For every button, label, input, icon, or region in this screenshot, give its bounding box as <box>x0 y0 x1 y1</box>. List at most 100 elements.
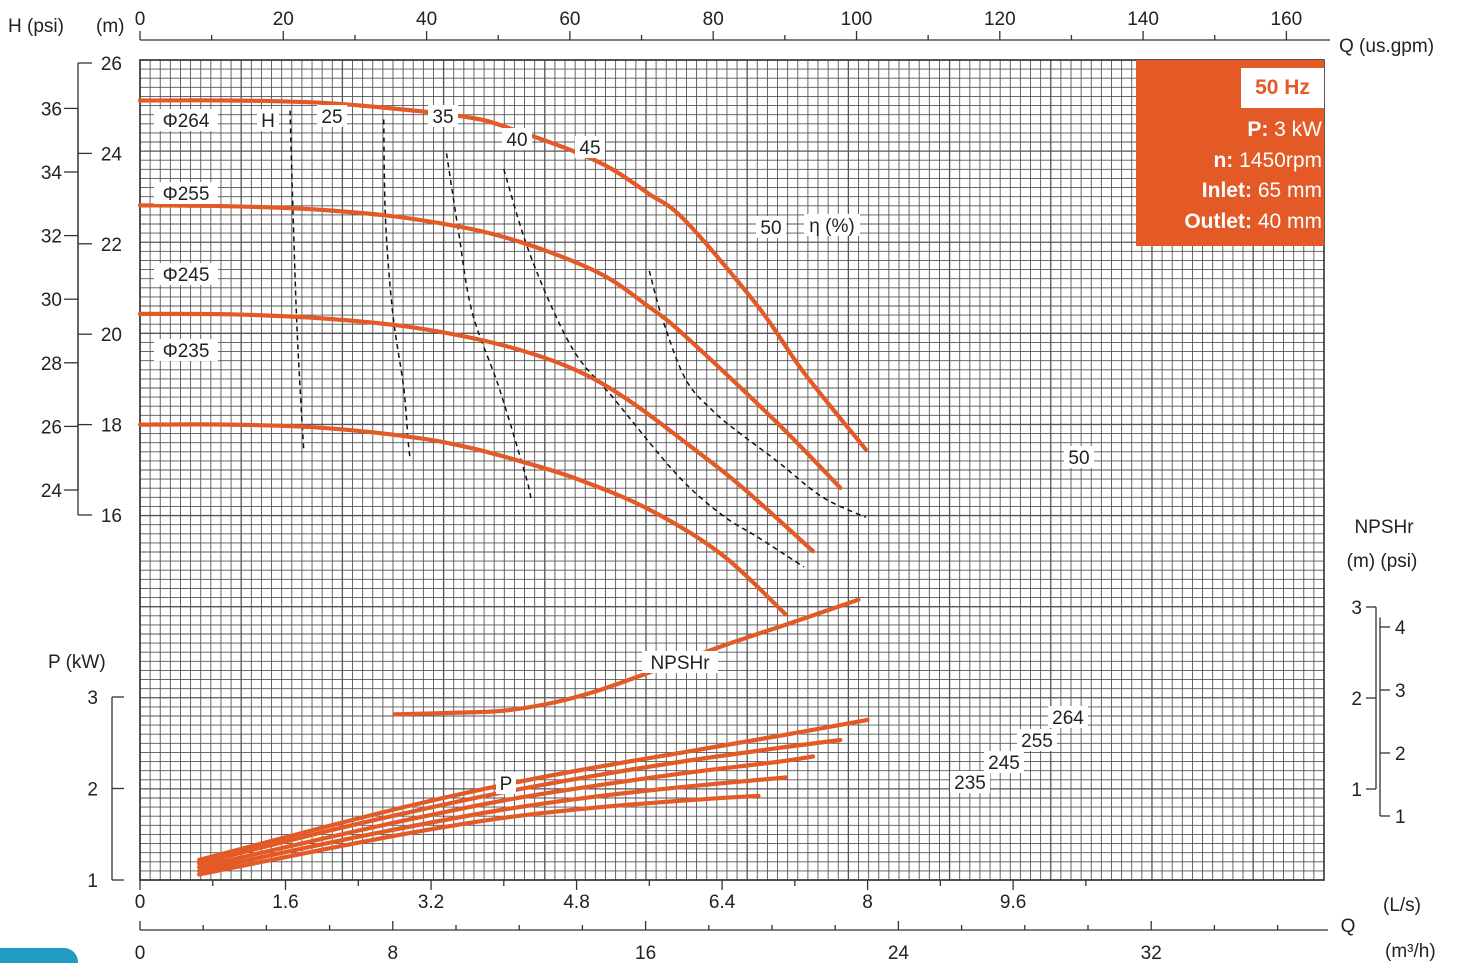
head-curve-letter: H <box>261 111 275 132</box>
head-curve-Φ264 <box>137 98 868 452</box>
head-psi-tick-label: 26 <box>41 417 62 438</box>
spec-key: n: <box>1213 149 1234 172</box>
efficiency-curve-25 <box>289 110 305 450</box>
chart-labels: 25 35 40 45 50 50 η (%) Φ264 Φ255 Φ245 Φ235 H NPSHr 2… <box>154 105 1094 795</box>
head-psi-tick-label: 36 <box>41 99 62 120</box>
gpm-tick-label: 20 <box>273 9 294 30</box>
spec-value: 1450rpm <box>1239 149 1322 172</box>
power-label-264: 264 <box>1052 708 1084 729</box>
gpm-tick-label: 0 <box>135 9 146 30</box>
gpm-tick-label: 40 <box>416 9 437 30</box>
head-curve-Φ235 <box>137 422 788 617</box>
efficiency-label-25: 25 <box>321 107 342 128</box>
head-label-Φ255: Φ255 <box>163 184 210 205</box>
efficiency-curves <box>289 110 867 568</box>
power-curve-245 <box>197 754 816 870</box>
npshr-curve <box>392 597 861 717</box>
npshr-psi-tick-label: 2 <box>1395 744 1406 765</box>
corner-tab <box>0 948 78 963</box>
spec-value: 65 mm <box>1257 179 1322 202</box>
head-label-Φ245: Φ245 <box>163 265 210 286</box>
head-m-tick-label: 24 <box>101 144 123 165</box>
head-curve-Φ255 <box>137 203 843 490</box>
ls-tick-label: 8 <box>862 892 873 913</box>
head-psi-tick-label: 34 <box>41 163 63 184</box>
power-label-255: 255 <box>1021 731 1053 752</box>
efficiency-label-35: 35 <box>432 107 453 128</box>
head-curve-Φ245 <box>137 311 816 554</box>
label-background <box>496 772 516 794</box>
power-tick-label: 3 <box>87 688 98 709</box>
spec-row-power: P: 3 kW <box>1247 118 1322 142</box>
head-m-tick-label: 22 <box>101 235 122 256</box>
q-axis-letter: Q <box>1341 916 1356 937</box>
spec-row-outlet: Outlet: 40 mm <box>1184 210 1322 234</box>
efficiency-curve-50 <box>648 270 867 518</box>
label-background <box>154 339 218 361</box>
npshr-psi-tick-label: 1 <box>1395 807 1406 828</box>
head-label-Φ235: Φ235 <box>163 341 210 362</box>
ls-tick-label: 1.6 <box>272 892 298 913</box>
m3h-axis-label: (m³/h) <box>1385 941 1436 962</box>
head-m-tick-label: 26 <box>101 54 122 75</box>
ls-tick-label: 0 <box>135 892 146 913</box>
spec-row-inlet: Inlet: 65 mm <box>1202 179 1322 203</box>
npshr-curve-label: NPSHr <box>650 653 710 674</box>
label-background <box>154 109 218 131</box>
head-psi-axis-label: H (psi) <box>8 16 64 37</box>
gpm-tick-label: 80 <box>703 9 724 30</box>
m3h-tick-label: 8 <box>388 943 399 963</box>
label-background <box>756 216 786 238</box>
efficiency-label-50-end: 50 <box>1068 448 1089 469</box>
power-curve-235 <box>197 775 788 873</box>
label-background <box>1064 446 1094 468</box>
power-label-245: 245 <box>988 753 1020 774</box>
label-background <box>984 751 1024 773</box>
gpm-tick-label: 100 <box>841 9 873 30</box>
spec-value: 40 mm <box>1257 210 1322 233</box>
label-background <box>428 105 458 127</box>
ls-tick-label: 6.4 <box>709 892 736 913</box>
m3h-tick-label: 24 <box>888 943 910 963</box>
ls-axis-label: (L/s) <box>1383 895 1421 916</box>
label-background <box>154 263 218 285</box>
head-psi-tick-label: 32 <box>41 227 62 248</box>
head-psi-tick-label: 30 <box>41 290 62 311</box>
efficiency-label-45: 45 <box>579 138 600 159</box>
head-m-tick-label: 18 <box>101 416 122 437</box>
spec-key: Outlet: <box>1184 210 1252 233</box>
spec-value: 3 kW <box>1274 118 1322 141</box>
label-background <box>575 136 605 158</box>
gpm-tick-label: 140 <box>1127 9 1159 30</box>
npshr-m-tick-label: 1 <box>1351 780 1362 801</box>
m3h-tick-label: 32 <box>1141 943 1162 963</box>
label-background <box>804 214 860 236</box>
label-background <box>257 109 279 131</box>
spec-key: P: <box>1247 118 1269 141</box>
npshr-psi-tick-label: 3 <box>1395 681 1406 702</box>
label-background <box>502 128 532 150</box>
power-curve-264 <box>197 717 870 862</box>
spec-key: Inlet: <box>1201 179 1252 202</box>
pump-spec-box: 50 Hz P: 3 kW n: 1450rpm Inlet: 65 mm Ou… <box>1136 60 1324 246</box>
ls-tick-label: 4.8 <box>563 892 589 913</box>
efficiency-label-50: 50 <box>760 218 781 239</box>
gpm-tick-label: 160 <box>1271 9 1303 30</box>
m3h-tick-label: 16 <box>635 943 656 963</box>
head-psi-tick-label: 24 <box>41 481 63 502</box>
head-m-unit-label: (m) <box>96 16 124 37</box>
npshr-axis-label: NPSHr <box>1354 517 1414 538</box>
power-tick-label: 2 <box>87 780 98 801</box>
label-background <box>317 105 347 127</box>
head-label-Φ264: Φ264 <box>163 111 210 132</box>
power-curve-255 <box>197 737 843 866</box>
performance-curves <box>137 98 870 877</box>
frequency-label: 50 Hz <box>1241 68 1324 108</box>
gpm-axis-label: Q (us.gpm) <box>1339 36 1434 57</box>
npshr-m-tick-label: 3 <box>1351 598 1362 619</box>
label-background <box>1017 729 1057 751</box>
power-label-235: 235 <box>954 773 986 794</box>
npshr-unit-label: (m) (psi) <box>1347 551 1418 572</box>
